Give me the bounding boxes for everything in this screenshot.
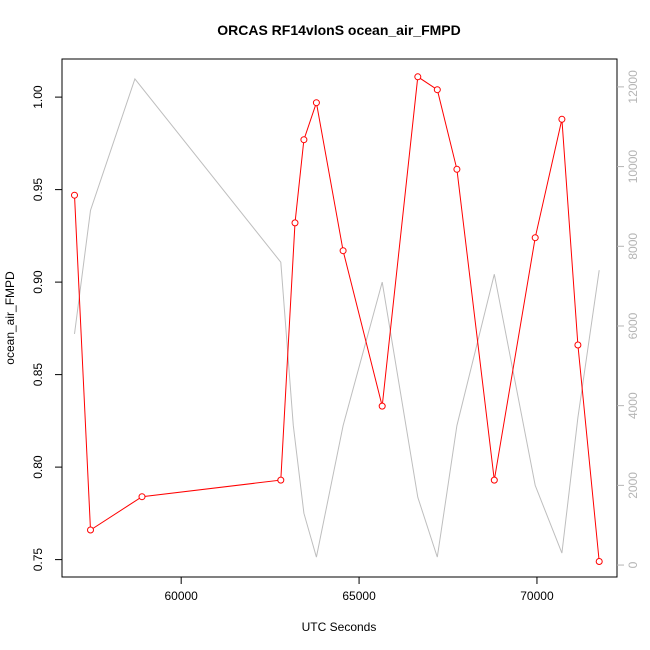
y-axis-title: ocean_air_FMPD <box>3 271 17 365</box>
y2-tick-label: 8000 <box>626 233 640 260</box>
y-tick-label: 0.75 <box>31 548 45 572</box>
data-point <box>87 526 94 534</box>
y-axis-left: 0.75 0.80 0.85 0.90 0.95 1.00 <box>31 85 62 571</box>
data-point <box>291 219 299 227</box>
data-point <box>277 476 285 484</box>
x-axis-title: UTC Seconds <box>302 620 377 634</box>
data-point <box>453 165 461 173</box>
x-tick-label: 65000 <box>342 589 376 603</box>
y2-tick-label: 10000 <box>626 150 640 184</box>
y2-tick-label: 6000 <box>626 312 640 339</box>
y2-tick-label: 12000 <box>626 70 640 104</box>
chart-title: ORCAS RF14vlonS ocean_air_FMPD <box>217 22 461 38</box>
y-tick-label: 0.90 <box>31 270 45 294</box>
data-point <box>531 234 539 242</box>
data-point <box>138 493 146 501</box>
data-point <box>414 73 422 81</box>
y-tick-label: 0.80 <box>31 455 45 479</box>
data-point <box>312 99 320 107</box>
series-line-right <box>74 77 600 558</box>
series-line-left <box>74 75 600 562</box>
data-point <box>300 136 308 144</box>
data-point <box>378 402 386 410</box>
plot-frame <box>61 58 618 578</box>
series-layer <box>71 73 603 565</box>
y-tick-label: 1.00 <box>31 85 45 109</box>
y-axis-right: 0 2000 4000 6000 8000 10000 12000 <box>617 70 640 568</box>
y-tick-label: 0.95 <box>31 178 45 202</box>
y2-tick-label: 0 <box>626 561 640 568</box>
data-point <box>339 247 347 255</box>
x-axis: 60000 65000 70000 <box>164 577 554 603</box>
data-point <box>558 115 566 123</box>
x-tick-label: 70000 <box>520 589 554 603</box>
series-right <box>74 77 600 558</box>
y-tick-label: 0.85 <box>31 363 45 387</box>
y2-tick-label: 2000 <box>626 472 640 499</box>
data-point <box>71 191 78 199</box>
data-point <box>490 476 498 484</box>
series-left <box>71 73 603 565</box>
data-point <box>433 86 441 94</box>
x-tick-label: 60000 <box>164 589 198 603</box>
y2-tick-label: 4000 <box>626 392 640 419</box>
data-point <box>595 558 603 565</box>
data-point <box>574 341 582 349</box>
